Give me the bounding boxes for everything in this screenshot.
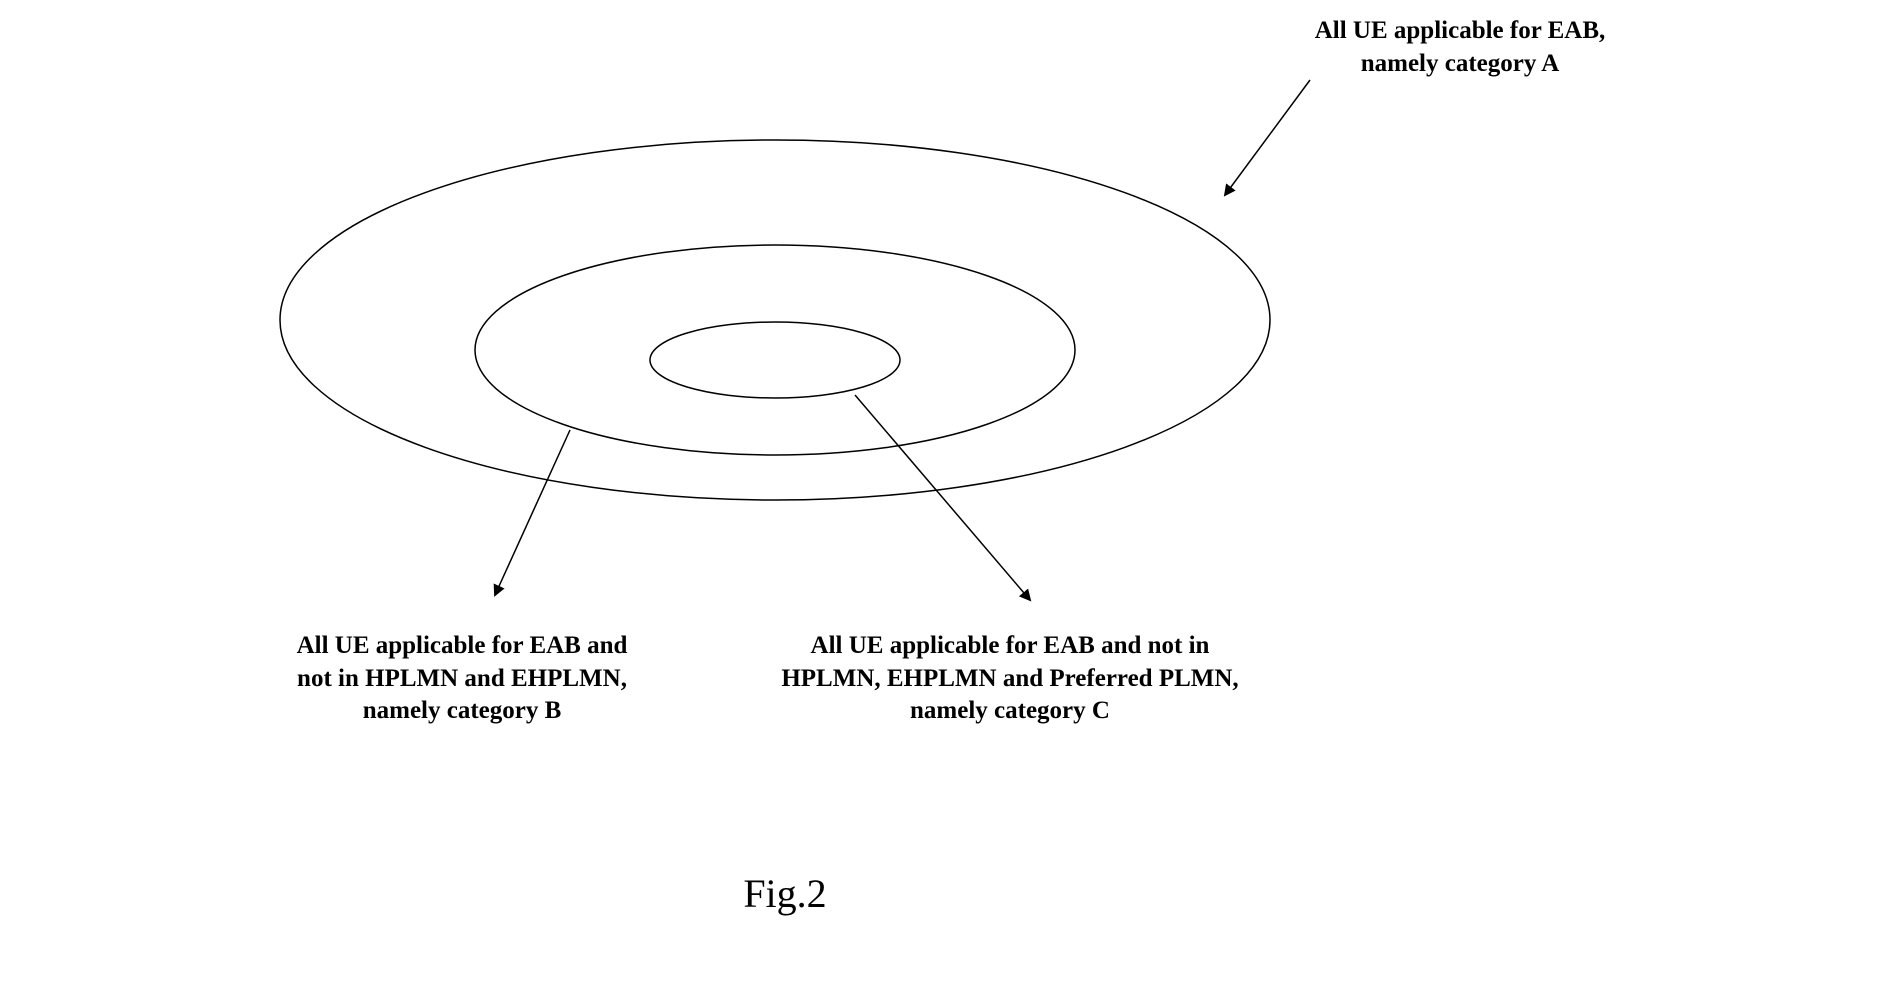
diagram-svg (0, 0, 1882, 999)
label-category-a: All UE applicable for EAB, namely catego… (1260, 15, 1660, 80)
ellipse-inner (650, 322, 900, 398)
arrow-category-a (1225, 80, 1310, 195)
ellipse-middle (475, 245, 1075, 455)
arrow-category-b (495, 430, 570, 595)
label-category-c: All UE applicable for EAB and not in HPL… (730, 630, 1290, 728)
label-category-b: All UE applicable for EAB and not in HPL… (247, 630, 677, 728)
ellipse-outer (280, 140, 1270, 500)
arrow-category-c (855, 395, 1030, 600)
diagram-container: All UE applicable for EAB, namely catego… (0, 0, 1882, 999)
figure-caption: Fig.2 (710, 870, 860, 917)
